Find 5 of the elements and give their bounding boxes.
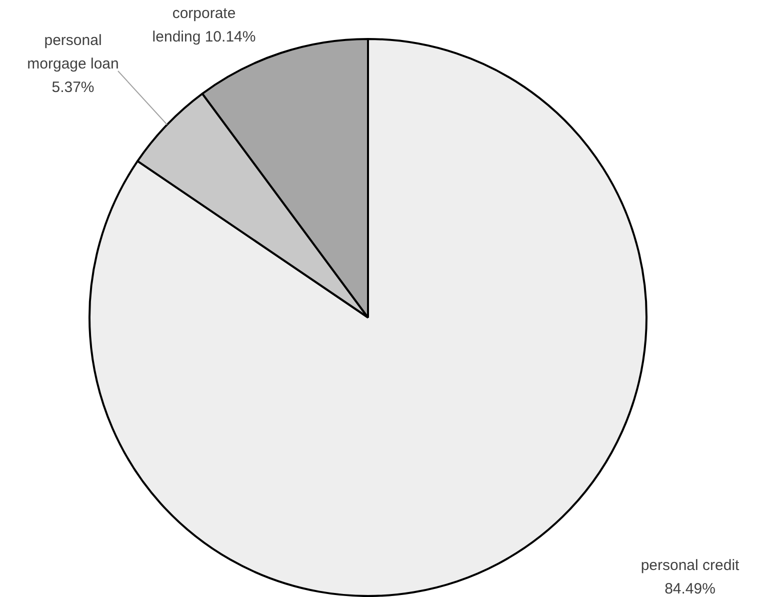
data-label: 84.49%	[664, 580, 716, 597]
data-label: 5.37%	[52, 79, 94, 96]
slice-label: personal credit	[640, 557, 740, 574]
slice-label: corporate lending 10.14%	[152, 5, 256, 46]
slice-label: personal morgage loan	[27, 32, 119, 73]
